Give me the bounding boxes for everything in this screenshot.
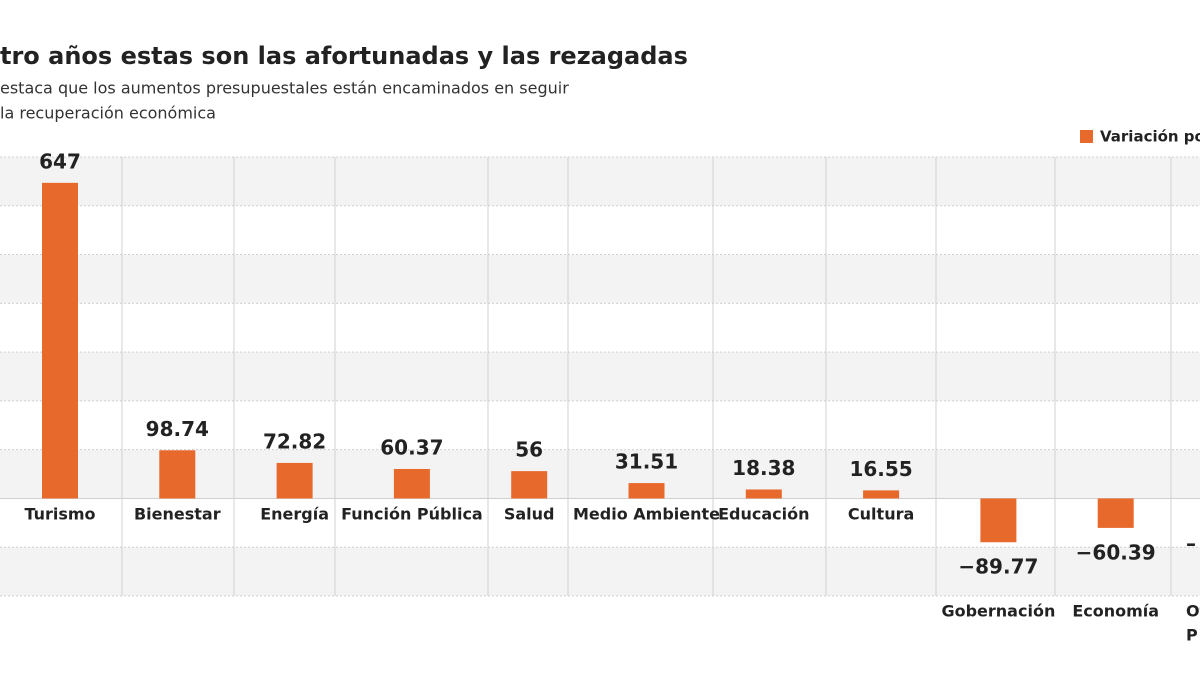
bar bbox=[863, 490, 900, 499]
bar bbox=[276, 462, 313, 499]
bar bbox=[1097, 498, 1134, 528]
bar bbox=[980, 498, 1017, 543]
row-band bbox=[0, 547, 1200, 596]
x-tick-label: Energía bbox=[260, 505, 329, 524]
value-label: 31.51 bbox=[615, 450, 678, 474]
chart-subtitle: la recuperación económica bbox=[0, 104, 216, 123]
value-label: 98.74 bbox=[146, 417, 209, 441]
x-tick-label: Economía bbox=[1072, 602, 1159, 621]
bar bbox=[511, 471, 548, 499]
x-tick-label: Gobernación bbox=[941, 602, 1055, 621]
x-tick-label: Función Pública bbox=[341, 505, 483, 524]
value-label: −60.39 bbox=[1076, 540, 1156, 564]
row-band bbox=[0, 352, 1200, 401]
value-label: 72.82 bbox=[263, 429, 326, 453]
x-tick-label: P bbox=[1186, 626, 1198, 645]
x-tick-label: Turismo bbox=[24, 505, 95, 524]
x-tick-label: Cultura bbox=[848, 505, 914, 524]
bar bbox=[159, 450, 196, 499]
value-label: −89.77 bbox=[958, 555, 1038, 579]
chart-subtitle: estaca que los aumentos presupuestales e… bbox=[0, 79, 569, 98]
value-label: 60.37 bbox=[380, 435, 443, 459]
value-label: 18.38 bbox=[732, 456, 795, 480]
x-tick-label: Medio Ambiente bbox=[573, 505, 720, 524]
row-band bbox=[0, 157, 1200, 206]
value-label: 647 bbox=[39, 149, 81, 173]
value-label: 16.55 bbox=[849, 457, 912, 481]
bar bbox=[745, 489, 782, 499]
value-label: – bbox=[1186, 532, 1196, 556]
x-tick-label: Ot bbox=[1186, 602, 1200, 621]
legend-label: Variación po bbox=[1100, 128, 1200, 146]
bar bbox=[42, 182, 78, 499]
row-band bbox=[0, 449, 1200, 499]
legend-swatch bbox=[1080, 130, 1093, 143]
bar bbox=[393, 468, 430, 499]
value-label: 56 bbox=[515, 438, 543, 462]
x-tick-label: Bienestar bbox=[134, 505, 221, 524]
row-band bbox=[0, 254, 1200, 304]
bar bbox=[628, 483, 665, 499]
x-tick-label: Salud bbox=[504, 505, 555, 524]
chart-title: tro años estas son las afortunadas y las… bbox=[0, 42, 688, 70]
x-tick-label: Educación bbox=[718, 505, 809, 524]
plot-background bbox=[0, 156, 1200, 597]
